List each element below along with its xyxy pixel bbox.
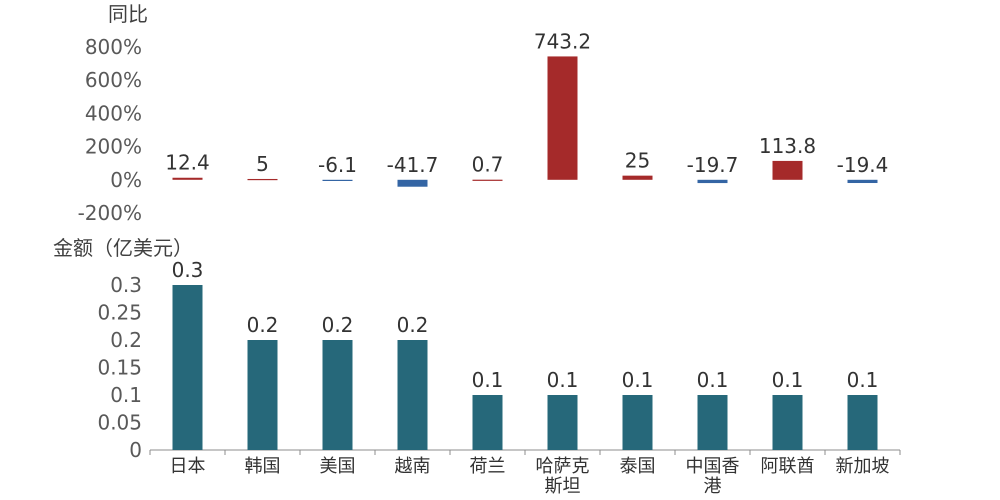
top-bar-阿联酋: [772, 160, 803, 180]
bottom-data-label: 0.1: [697, 368, 729, 392]
bottom-bar-哈萨克斯坦: [547, 395, 578, 450]
x-category-label: 越南: [395, 456, 431, 477]
top-data-label: 0.7: [472, 153, 504, 177]
x-category-label: 斯坦: [545, 476, 581, 497]
top-data-label: 25: [625, 149, 650, 173]
bottom-y-tick-label: 0.1: [110, 383, 142, 407]
bottom-bar-日本: [172, 285, 203, 450]
top-bar-韩国: [247, 178, 278, 181]
bottom-bar-阿联酋: [772, 395, 803, 450]
top-y-tick-label: 400%: [85, 101, 142, 125]
top-y-tick-label: -200%: [78, 201, 142, 225]
top-axis-title: 同比: [108, 2, 148, 26]
top-bar-荷兰: [472, 179, 503, 181]
bottom-bar-韩国: [247, 340, 278, 450]
bottom-bar-越南: [397, 340, 428, 450]
bottom-bar-新加坡: [847, 395, 878, 450]
top-data-label: -19.4: [837, 153, 889, 177]
top-y-tick-label: 0%: [110, 168, 142, 192]
bottom-bar-美国: [322, 340, 353, 450]
bottom-axis-title: 金额（亿美元）: [53, 236, 193, 260]
top-bar-越南: [397, 179, 428, 187]
bottom-data-label: 0.2: [247, 313, 279, 337]
x-category-label: 哈萨克: [536, 456, 590, 477]
x-category-label: 新加坡: [836, 456, 890, 477]
bottom-y-tick-label: 0.2: [110, 328, 142, 352]
top-bar-日本: [172, 177, 203, 180]
top-bar-泰国: [622, 175, 653, 180]
bottom-y-tick-label: 0: [129, 438, 142, 462]
x-category-label: 韩国: [245, 456, 281, 477]
bottom-data-label: 0.3: [172, 258, 204, 282]
x-category-label: 荷兰: [470, 456, 506, 477]
bottom-data-label: 0.2: [397, 313, 429, 337]
top-bar-哈萨克斯坦: [547, 56, 578, 180]
bottom-y-tick-label: 0.15: [97, 356, 142, 380]
bottom-y-tick-label: 0.25: [97, 301, 142, 325]
bottom-bar-荷兰: [472, 395, 503, 450]
x-category-label: 美国: [320, 456, 356, 477]
top-y-tick-label: 600%: [85, 68, 142, 92]
bottom-data-label: 0.1: [547, 368, 579, 392]
top-y-tick-label: 800%: [85, 35, 142, 59]
bottom-data-label: 0.1: [622, 368, 654, 392]
top-y-tick-label: 200%: [85, 135, 142, 159]
bottom-data-label: 0.1: [772, 368, 804, 392]
bottom-bar-泰国: [622, 395, 653, 450]
bottom-data-label: 0.1: [847, 368, 879, 392]
bottom-y-tick-label: 0.3: [110, 273, 142, 297]
bottom-data-label: 0.1: [472, 368, 504, 392]
top-data-label: -6.1: [318, 153, 357, 177]
x-category-label: 阿联酋: [761, 456, 815, 477]
top-bar-美国: [322, 179, 353, 181]
top-bar-中国香港: [697, 179, 728, 184]
bottom-data-label: 0.2: [322, 313, 354, 337]
x-category-label: 中国香: [686, 456, 740, 477]
top-bar-新加坡: [847, 179, 878, 184]
top-data-label: 113.8: [759, 134, 816, 158]
top-data-label: 743.2: [534, 29, 591, 53]
top-data-label: -41.7: [387, 153, 439, 177]
top-data-label: 12.4: [165, 151, 210, 175]
bottom-bar-中国香港: [697, 395, 728, 450]
x-category-label: 泰国: [620, 456, 656, 477]
top-data-label: 5: [256, 152, 269, 176]
x-category-label: 日本: [170, 456, 206, 477]
x-category-label: 港: [704, 476, 722, 497]
top-data-label: -19.7: [687, 153, 739, 177]
bottom-y-tick-label: 0.05: [97, 411, 142, 435]
